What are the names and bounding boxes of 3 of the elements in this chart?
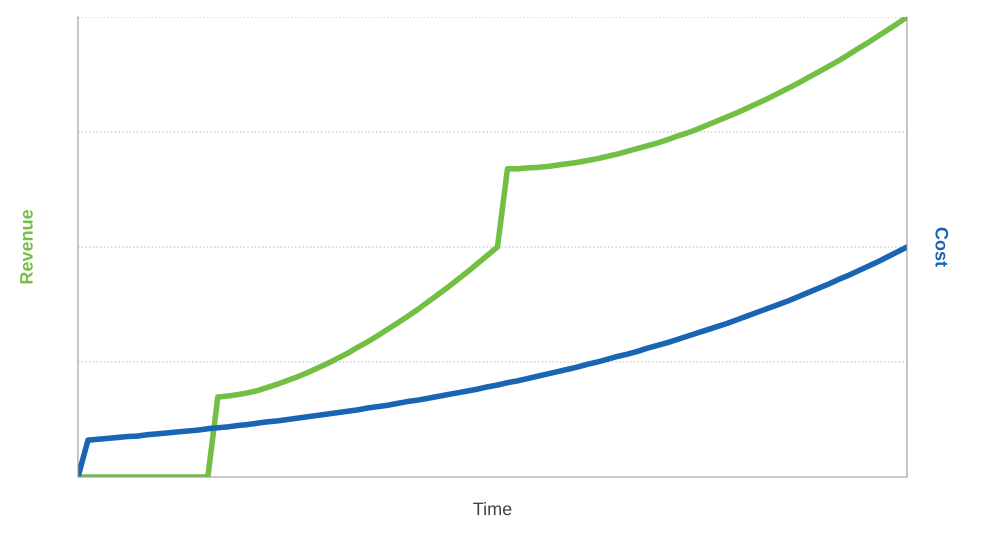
y-axis-title: Revenue bbox=[20, 210, 33, 284]
x-axis-title: Time bbox=[473, 502, 512, 516]
y2-axis-title: Cost bbox=[935, 228, 948, 267]
